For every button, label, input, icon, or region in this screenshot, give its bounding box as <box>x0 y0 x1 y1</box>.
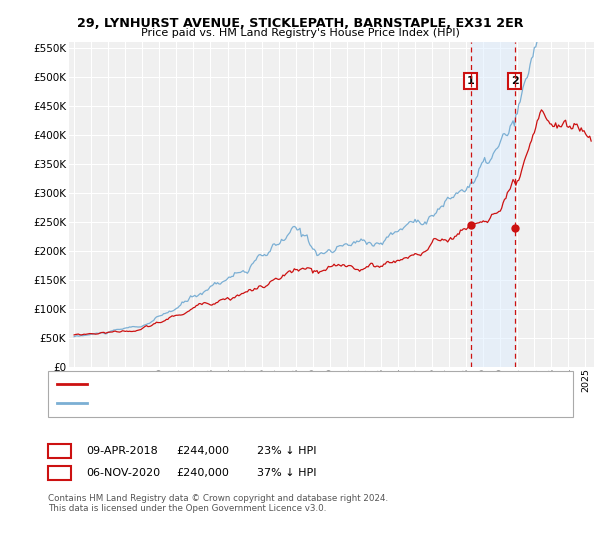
Text: Price paid vs. HM Land Registry's House Price Index (HPI): Price paid vs. HM Land Registry's House … <box>140 28 460 38</box>
Text: 09-APR-2018: 09-APR-2018 <box>86 446 158 456</box>
Text: HPI: Average price, detached house, North Devon: HPI: Average price, detached house, Nort… <box>92 398 340 408</box>
Text: 1: 1 <box>467 76 475 86</box>
Text: £244,000: £244,000 <box>176 446 229 456</box>
Text: 37% ↓ HPI: 37% ↓ HPI <box>257 468 316 478</box>
Text: 1: 1 <box>55 444 64 458</box>
Text: 06-NOV-2020: 06-NOV-2020 <box>86 468 160 478</box>
Text: 29, LYNHURST AVENUE, STICKLEPATH, BARNSTAPLE, EX31 2ER: 29, LYNHURST AVENUE, STICKLEPATH, BARNST… <box>77 17 523 30</box>
Bar <box>471 42 515 367</box>
Text: 29, LYNHURST AVENUE, STICKLEPATH, BARNSTAPLE, EX31 2ER (detached house): 29, LYNHURST AVENUE, STICKLEPATH, BARNST… <box>92 379 494 389</box>
Text: Contains HM Land Registry data © Crown copyright and database right 2024.
This d: Contains HM Land Registry data © Crown c… <box>48 494 388 514</box>
Text: £240,000: £240,000 <box>176 468 229 478</box>
Text: 2: 2 <box>55 466 64 480</box>
Text: 2: 2 <box>511 76 518 86</box>
Text: 23% ↓ HPI: 23% ↓ HPI <box>257 446 316 456</box>
